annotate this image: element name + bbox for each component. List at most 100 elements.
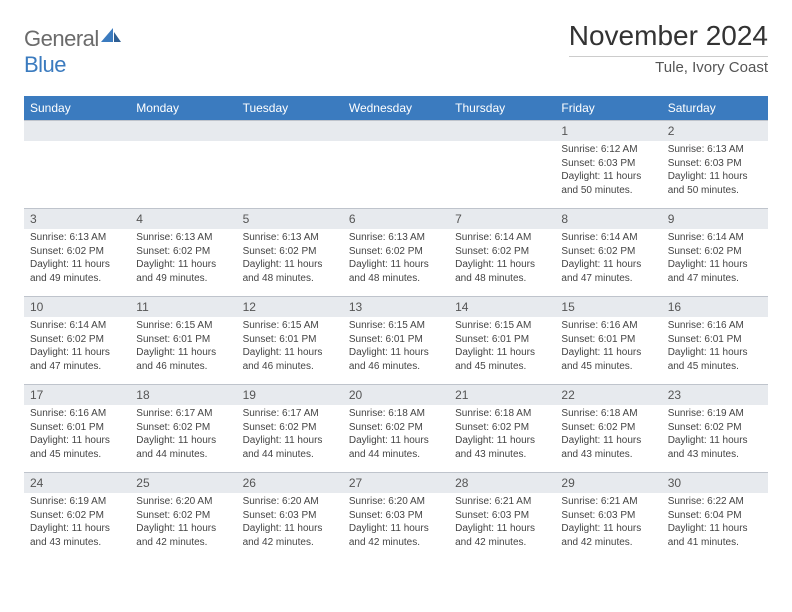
daylight-text: Daylight: 11 hours and 49 minutes. [136,258,230,285]
sunset-text: Sunset: 6:02 PM [455,245,549,259]
sunrise-text: Sunrise: 6:18 AM [561,407,655,421]
sunset-text: Sunset: 6:01 PM [136,333,230,347]
daylight-text: Daylight: 11 hours and 48 minutes. [349,258,443,285]
calendar-day-cell: 16 Sunrise: 6:16 AMSunset: 6:01 PMDayligh… [662,296,768,384]
title-block: November 2024 Tule, Ivory Coast [569,20,768,76]
day-details: Sunrise: 6:14 AMSunset: 6:02 PMDaylight:… [449,229,555,289]
daylight-text: Daylight: 11 hours and 41 minutes. [668,522,762,549]
sunrise-text: Sunrise: 6:22 AM [668,495,762,509]
empty-day-strip [24,120,130,141]
day-number: 29 [555,472,661,493]
weekday-header: Sunday [24,96,130,120]
daylight-text: Daylight: 11 hours and 42 minutes. [349,522,443,549]
day-number: 13 [343,296,449,317]
sunrise-text: Sunrise: 6:13 AM [243,231,337,245]
daylight-text: Daylight: 11 hours and 42 minutes. [455,522,549,549]
daylight-text: Daylight: 11 hours and 46 minutes. [136,346,230,373]
calendar-day-cell: 4Sunrise: 6:13 AMSunset: 6:02 PMDaylight… [130,208,236,296]
sunrise-text: Sunrise: 6:16 AM [668,319,762,333]
sunrise-text: Sunrise: 6:17 AM [136,407,230,421]
day-number: 10 [24,296,130,317]
sunset-text: Sunset: 6:01 PM [668,333,762,347]
day-number: 27 [343,472,449,493]
day-details: Sunrise: 6:17 AMSunset: 6:02 PMDaylight:… [237,405,343,465]
sunrise-text: Sunrise: 6:13 AM [30,231,124,245]
sunrise-text: Sunrise: 6:13 AM [136,231,230,245]
day-details: Sunrise: 6:19 AMSunset: 6:02 PMDaylight:… [24,493,130,553]
sunset-text: Sunset: 6:03 PM [561,509,655,523]
sunrise-text: Sunrise: 6:15 AM [349,319,443,333]
calendar-day-cell: 11Sunrise: 6:15 AMSunset: 6:01 PMDayligh… [130,296,236,384]
daylight-text: Daylight: 11 hours and 48 minutes. [455,258,549,285]
daylight-text: Daylight: 11 hours and 43 minutes. [455,434,549,461]
sunrise-text: Sunrise: 6:15 AM [136,319,230,333]
calendar-week-row: 10Sunrise: 6:14 AMSunset: 6:02 PMDayligh… [24,296,768,384]
day-number: 9 [662,208,768,229]
calendar-week-row: 1Sunrise: 6:12 AMSunset: 6:03 PMDaylight… [24,120,768,208]
sunrise-text: Sunrise: 6:13 AM [349,231,443,245]
day-number: 5 [237,208,343,229]
day-number: 15 [555,296,661,317]
empty-day-strip [130,120,236,141]
calendar-day-cell: 26Sunrise: 6:20 AMSunset: 6:03 PMDayligh… [237,472,343,560]
calendar-day-cell: 27Sunrise: 6:20 AMSunset: 6:03 PMDayligh… [343,472,449,560]
calendar-table: SundayMondayTuesdayWednesdayThursdayFrid… [24,96,768,560]
daylight-text: Daylight: 11 hours and 50 minutes. [668,170,762,197]
sunrise-text: Sunrise: 6:14 AM [668,231,762,245]
calendar-day-cell: 22Sunrise: 6:18 AMSunset: 6:02 PMDayligh… [555,384,661,472]
sunrise-text: Sunrise: 6:14 AM [561,231,655,245]
sunrise-text: Sunrise: 6:12 AM [561,143,655,157]
day-details: Sunrise: 6:13 AMSunset: 6:02 PMDaylight:… [343,229,449,289]
sunrise-text: Sunrise: 6:18 AM [455,407,549,421]
daylight-text: Daylight: 11 hours and 44 minutes. [349,434,443,461]
daylight-text: Daylight: 11 hours and 48 minutes. [243,258,337,285]
day-details: Sunrise: 6:13 AMSunset: 6:03 PMDaylight:… [662,141,768,201]
day-details: Sunrise: 6:15 AMSunset: 6:01 PMDaylight:… [449,317,555,377]
sunset-text: Sunset: 6:01 PM [455,333,549,347]
logo-word-general: General [24,26,99,51]
day-details: Sunrise: 6:18 AMSunset: 6:02 PMDaylight:… [449,405,555,465]
day-number: 8 [555,208,661,229]
day-number: 23 [662,384,768,405]
sunset-text: Sunset: 6:02 PM [136,245,230,259]
sunset-text: Sunset: 6:02 PM [136,509,230,523]
day-number: 4 [130,208,236,229]
calendar-week-row: 3Sunrise: 6:13 AMSunset: 6:02 PMDaylight… [24,208,768,296]
sunset-text: Sunset: 6:02 PM [455,421,549,435]
calendar-day-cell: 20Sunrise: 6:18 AMSunset: 6:02 PMDayligh… [343,384,449,472]
sunrise-text: Sunrise: 6:16 AM [30,407,124,421]
calendar-day-cell: 29Sunrise: 6:21 AMSunset: 6:03 PMDayligh… [555,472,661,560]
day-details: Sunrise: 6:18 AMSunset: 6:02 PMDaylight:… [555,405,661,465]
sunrise-text: Sunrise: 6:20 AM [243,495,337,509]
calendar-day-cell: 24Sunrise: 6:19 AMSunset: 6:02 PMDayligh… [24,472,130,560]
brand-logo: General Blue [24,20,121,78]
sunset-text: Sunset: 6:03 PM [243,509,337,523]
day-number: 19 [237,384,343,405]
sunrise-text: Sunrise: 6:19 AM [30,495,124,509]
sunset-text: Sunset: 6:03 PM [455,509,549,523]
sunset-text: Sunset: 6:02 PM [668,421,762,435]
day-details: Sunrise: 6:14 AMSunset: 6:02 PMDaylight:… [555,229,661,289]
daylight-text: Daylight: 11 hours and 44 minutes. [136,434,230,461]
daylight-text: Daylight: 11 hours and 45 minutes. [668,346,762,373]
daylight-text: Daylight: 11 hours and 47 minutes. [668,258,762,285]
calendar-day-cell: 28Sunrise: 6:21 AMSunset: 6:03 PMDayligh… [449,472,555,560]
day-details: Sunrise: 6:12 AMSunset: 6:03 PMDaylight:… [555,141,661,201]
daylight-text: Daylight: 11 hours and 43 minutes. [561,434,655,461]
calendar-day-cell: 3Sunrise: 6:13 AMSunset: 6:02 PMDaylight… [24,208,130,296]
day-number: 16 [662,296,768,317]
logo-text: General Blue [24,26,121,78]
daylight-text: Daylight: 11 hours and 43 minutes. [668,434,762,461]
calendar-day-cell: 9Sunrise: 6:14 AMSunset: 6:02 PMDaylight… [662,208,768,296]
day-number: 24 [24,472,130,493]
weekday-header: Friday [555,96,661,120]
calendar-day-cell: 15Sunrise: 6:16 AMSunset: 6:01 PMDayligh… [555,296,661,384]
calendar-day-cell: 2Sunrise: 6:13 AMSunset: 6:03 PMDaylight… [662,120,768,208]
day-number: 17 [24,384,130,405]
sunset-text: Sunset: 6:02 PM [561,421,655,435]
calendar-day-cell: 19Sunrise: 6:17 AMSunset: 6:02 PMDayligh… [237,384,343,472]
day-details: Sunrise: 6:17 AMSunset: 6:02 PMDaylight:… [130,405,236,465]
day-details: Sunrise: 6:13 AMSunset: 6:02 PMDaylight:… [130,229,236,289]
empty-day-strip [237,120,343,141]
weekday-header: Wednesday [343,96,449,120]
